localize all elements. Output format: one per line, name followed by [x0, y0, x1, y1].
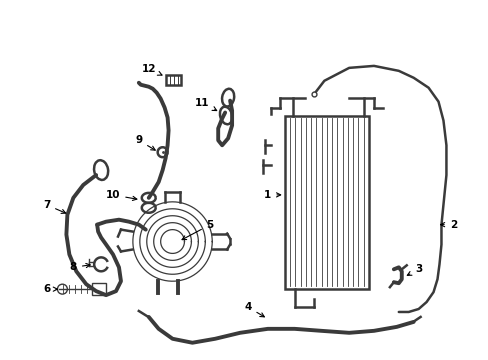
Text: 4: 4 — [244, 302, 264, 317]
Text: 5: 5 — [182, 220, 213, 240]
Bar — [165, 75, 181, 85]
Text: 6: 6 — [43, 284, 57, 294]
Ellipse shape — [222, 89, 234, 107]
Ellipse shape — [94, 160, 108, 180]
Bar — [92, 283, 106, 295]
Text: 2: 2 — [440, 220, 456, 230]
Text: 7: 7 — [43, 200, 65, 213]
Circle shape — [57, 284, 67, 294]
Text: 1: 1 — [264, 190, 280, 200]
Ellipse shape — [220, 107, 232, 124]
Text: 11: 11 — [195, 98, 216, 111]
Text: 8: 8 — [70, 262, 90, 272]
Text: 9: 9 — [135, 135, 155, 150]
Text: 10: 10 — [105, 190, 137, 201]
Bar — [284, 116, 368, 289]
Text: 3: 3 — [407, 264, 422, 275]
Text: 12: 12 — [141, 64, 162, 75]
